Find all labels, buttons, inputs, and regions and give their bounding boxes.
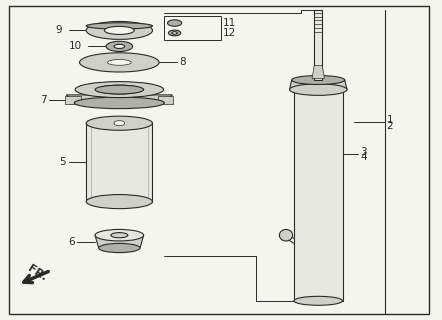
Ellipse shape [107, 60, 131, 65]
Text: 1: 1 [387, 115, 393, 125]
Ellipse shape [95, 85, 144, 94]
Ellipse shape [86, 21, 152, 39]
Ellipse shape [74, 97, 164, 109]
Ellipse shape [97, 85, 141, 94]
Ellipse shape [104, 26, 134, 35]
Ellipse shape [75, 82, 164, 98]
Ellipse shape [168, 30, 181, 36]
Ellipse shape [99, 244, 140, 252]
Ellipse shape [111, 233, 128, 238]
Polygon shape [290, 80, 347, 90]
Text: 9: 9 [55, 25, 62, 36]
Text: 11: 11 [223, 18, 236, 28]
Text: 7: 7 [40, 95, 46, 105]
Ellipse shape [86, 116, 152, 130]
Ellipse shape [294, 296, 343, 305]
Ellipse shape [279, 229, 293, 241]
Polygon shape [314, 10, 322, 80]
Ellipse shape [168, 20, 182, 26]
Polygon shape [95, 90, 144, 95]
Ellipse shape [290, 84, 347, 95]
Polygon shape [157, 97, 173, 105]
Ellipse shape [106, 41, 133, 52]
Text: FR.: FR. [26, 263, 49, 283]
Polygon shape [312, 66, 324, 78]
Polygon shape [65, 97, 81, 105]
Ellipse shape [114, 121, 125, 126]
Text: 3: 3 [360, 147, 367, 157]
Text: 8: 8 [179, 57, 186, 68]
Polygon shape [95, 235, 144, 248]
Polygon shape [294, 90, 343, 301]
Ellipse shape [95, 229, 144, 241]
Polygon shape [66, 95, 172, 103]
Text: 2: 2 [387, 121, 393, 132]
Ellipse shape [86, 195, 152, 209]
Ellipse shape [80, 53, 159, 72]
Ellipse shape [86, 23, 152, 29]
Text: 5: 5 [60, 157, 66, 167]
Ellipse shape [292, 76, 345, 84]
Text: 12: 12 [223, 28, 236, 38]
Ellipse shape [172, 32, 177, 34]
Bar [164, 16, 221, 40]
Polygon shape [86, 123, 152, 202]
Text: 6: 6 [69, 236, 75, 247]
Text: 4: 4 [360, 152, 367, 162]
Text: 10: 10 [69, 41, 82, 52]
Ellipse shape [114, 44, 125, 48]
